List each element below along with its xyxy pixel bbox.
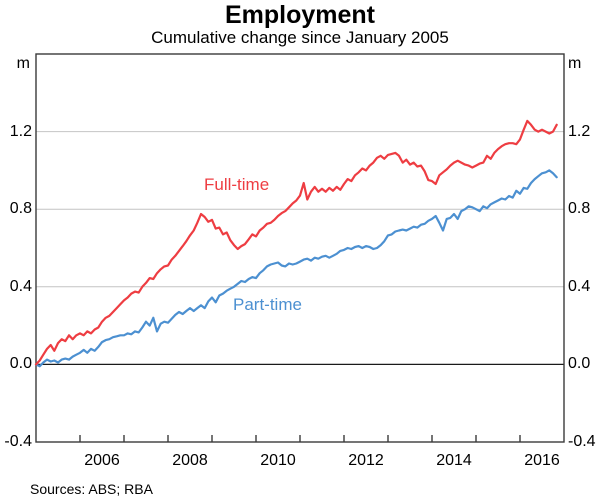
y-axis-label-left: -0.4 xyxy=(4,433,32,450)
x-axis-year-label: 2006 xyxy=(84,452,120,469)
x-axis-year-label: 2008 xyxy=(172,452,208,469)
y-axis-label-right: -0.4 xyxy=(568,433,596,450)
chart-subtitle: Cumulative change since January 2005 xyxy=(151,28,449,47)
sources-note: Sources: ABS; RBA xyxy=(30,481,153,497)
x-axis-year-label: 2012 xyxy=(348,452,384,469)
x-axis-year-label: 2010 xyxy=(260,452,296,469)
line-part-time xyxy=(34,169,558,368)
y-axis-label-right: 0.0 xyxy=(568,355,591,373)
y-axis-label-right: 0.8 xyxy=(568,200,591,218)
y-axis-label-right: 0.4 xyxy=(568,277,591,295)
plot-frame xyxy=(35,53,565,443)
line-full-time xyxy=(34,119,558,366)
x-axis-year-label: 2014 xyxy=(436,452,472,469)
y-axis-label-left: 0.8 xyxy=(9,200,32,218)
chart-title: Employment xyxy=(224,1,376,29)
y-axis-label-left: 0.4 xyxy=(9,277,32,295)
y-axis-label-left: 1.2 xyxy=(9,122,32,140)
series-label-full-time: Full-time xyxy=(204,175,270,194)
y-axis-unit-left: m xyxy=(16,55,30,72)
series-label-part-time: Part-time xyxy=(233,295,302,314)
x-axis-year-label: 2016 xyxy=(524,452,560,469)
y-axis-unit-right: m xyxy=(568,55,582,72)
y-axis-label-right: 1.2 xyxy=(568,122,591,140)
y-axis-label-left: 0.0 xyxy=(9,355,32,373)
